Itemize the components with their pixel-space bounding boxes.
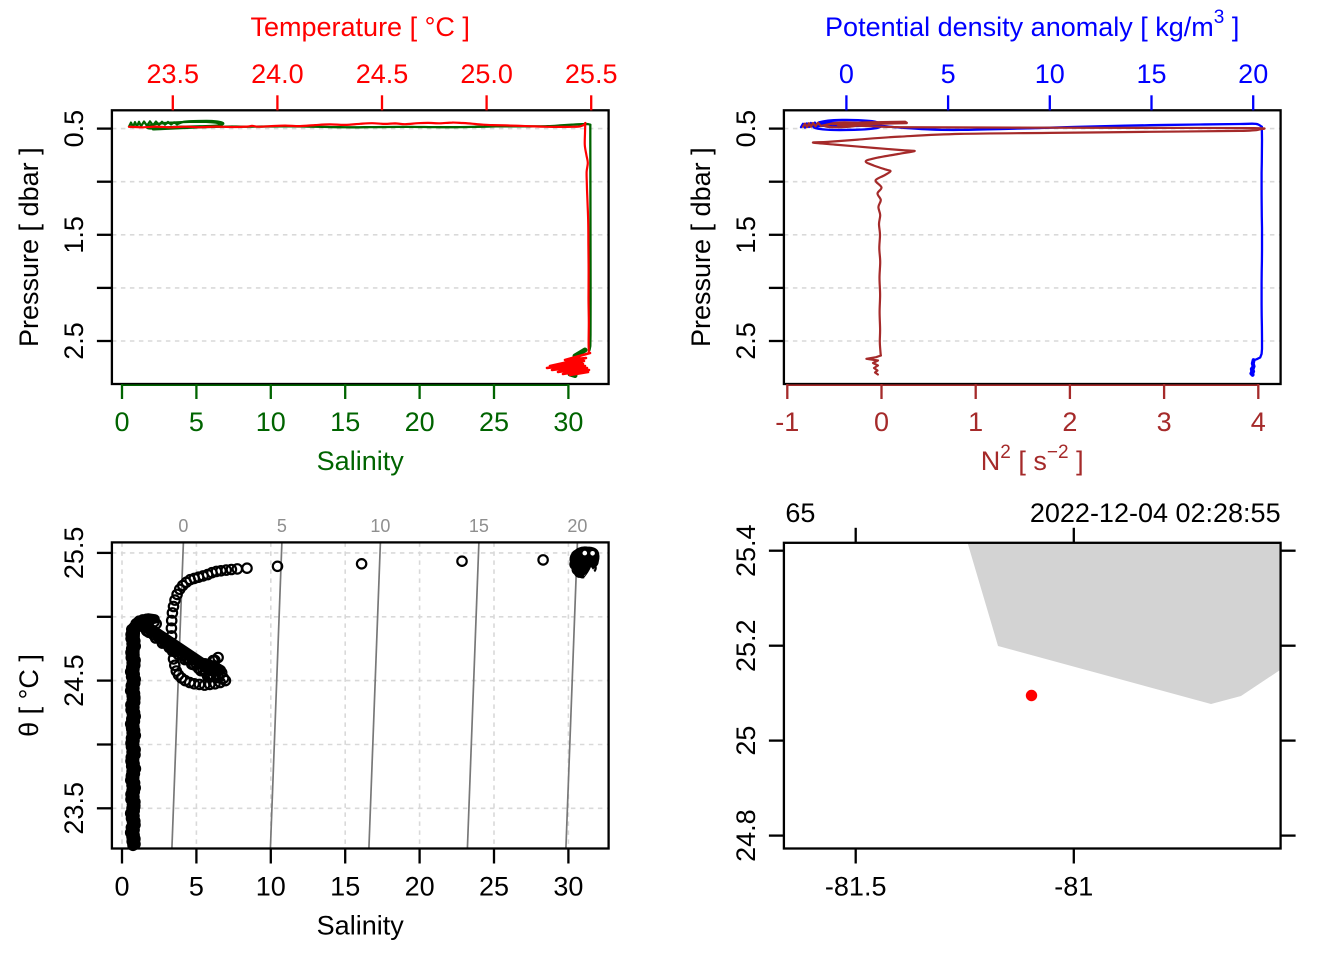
svg-text:-81.5: -81.5 [825, 872, 887, 902]
svg-text:θ [ °C ]: θ [ °C ] [14, 654, 44, 737]
svg-text:20: 20 [1238, 59, 1268, 89]
svg-text:0: 0 [874, 407, 889, 437]
svg-text:24.5: 24.5 [59, 654, 89, 707]
svg-text:-1: -1 [775, 407, 799, 437]
svg-text:Salinity: Salinity [317, 911, 405, 941]
svg-text:25.2: 25.2 [731, 619, 761, 672]
svg-text:N2 [ s−2 ]: N2 [ s−2 ] [981, 442, 1084, 476]
svg-text:1: 1 [968, 407, 983, 437]
svg-text:2.5: 2.5 [59, 322, 89, 360]
svg-text:5: 5 [277, 516, 287, 536]
svg-text:25: 25 [479, 407, 509, 437]
svg-text:0.5: 0.5 [731, 110, 761, 148]
svg-text:1.5: 1.5 [731, 216, 761, 254]
svg-text:24.8: 24.8 [731, 809, 761, 862]
svg-text:5: 5 [941, 59, 956, 89]
svg-text:2: 2 [1062, 407, 1077, 437]
svg-text:0: 0 [114, 872, 129, 902]
svg-text:25.5: 25.5 [565, 59, 618, 89]
svg-text:15: 15 [330, 407, 360, 437]
svg-text:10: 10 [1035, 59, 1065, 89]
svg-text:0.5: 0.5 [59, 110, 89, 148]
svg-text:3: 3 [1157, 407, 1172, 437]
svg-text:23.5: 23.5 [59, 782, 89, 835]
svg-text:Salinity: Salinity [317, 446, 405, 476]
svg-text:2.5: 2.5 [731, 322, 761, 360]
svg-text:15: 15 [330, 872, 360, 902]
svg-text:20: 20 [405, 407, 435, 437]
svg-text:30: 30 [553, 407, 583, 437]
svg-text:15: 15 [469, 516, 489, 536]
svg-text:30: 30 [553, 872, 583, 902]
svg-text:2022-12-04 02:28:55: 2022-12-04 02:28:55 [1030, 498, 1281, 528]
svg-text:-81: -81 [1054, 872, 1093, 902]
svg-text:0: 0 [178, 516, 188, 536]
svg-text:0: 0 [839, 59, 854, 89]
svg-text:25.4: 25.4 [731, 524, 761, 577]
svg-text:24.5: 24.5 [356, 59, 409, 89]
svg-text:4: 4 [1251, 407, 1266, 437]
svg-text:0: 0 [114, 407, 129, 437]
svg-text:25: 25 [731, 726, 761, 756]
svg-text:20: 20 [405, 872, 435, 902]
svg-text:Pressure [ dbar ]: Pressure [ dbar ] [14, 147, 44, 347]
svg-text:24.0: 24.0 [251, 59, 304, 89]
svg-text:10: 10 [256, 872, 286, 902]
svg-text:25.5: 25.5 [59, 527, 89, 580]
svg-text:65: 65 [785, 498, 815, 528]
svg-text:10: 10 [370, 516, 390, 536]
svg-text:5: 5 [189, 407, 204, 437]
svg-text:25: 25 [479, 872, 509, 902]
svg-text:Temperature [ °C ]: Temperature [ °C ] [251, 12, 470, 42]
svg-text:1.5: 1.5 [59, 216, 89, 254]
svg-text:10: 10 [256, 407, 286, 437]
svg-text:20: 20 [567, 516, 587, 536]
svg-text:15: 15 [1136, 59, 1166, 89]
svg-text:Potential density anomaly [ kg: Potential density anomaly [ kg/m3 ] [825, 7, 1239, 42]
svg-text:5: 5 [189, 872, 204, 902]
svg-text:23.5: 23.5 [147, 59, 200, 89]
svg-text:25.0: 25.0 [460, 59, 513, 89]
svg-text:Pressure [ dbar ]: Pressure [ dbar ] [686, 147, 716, 347]
